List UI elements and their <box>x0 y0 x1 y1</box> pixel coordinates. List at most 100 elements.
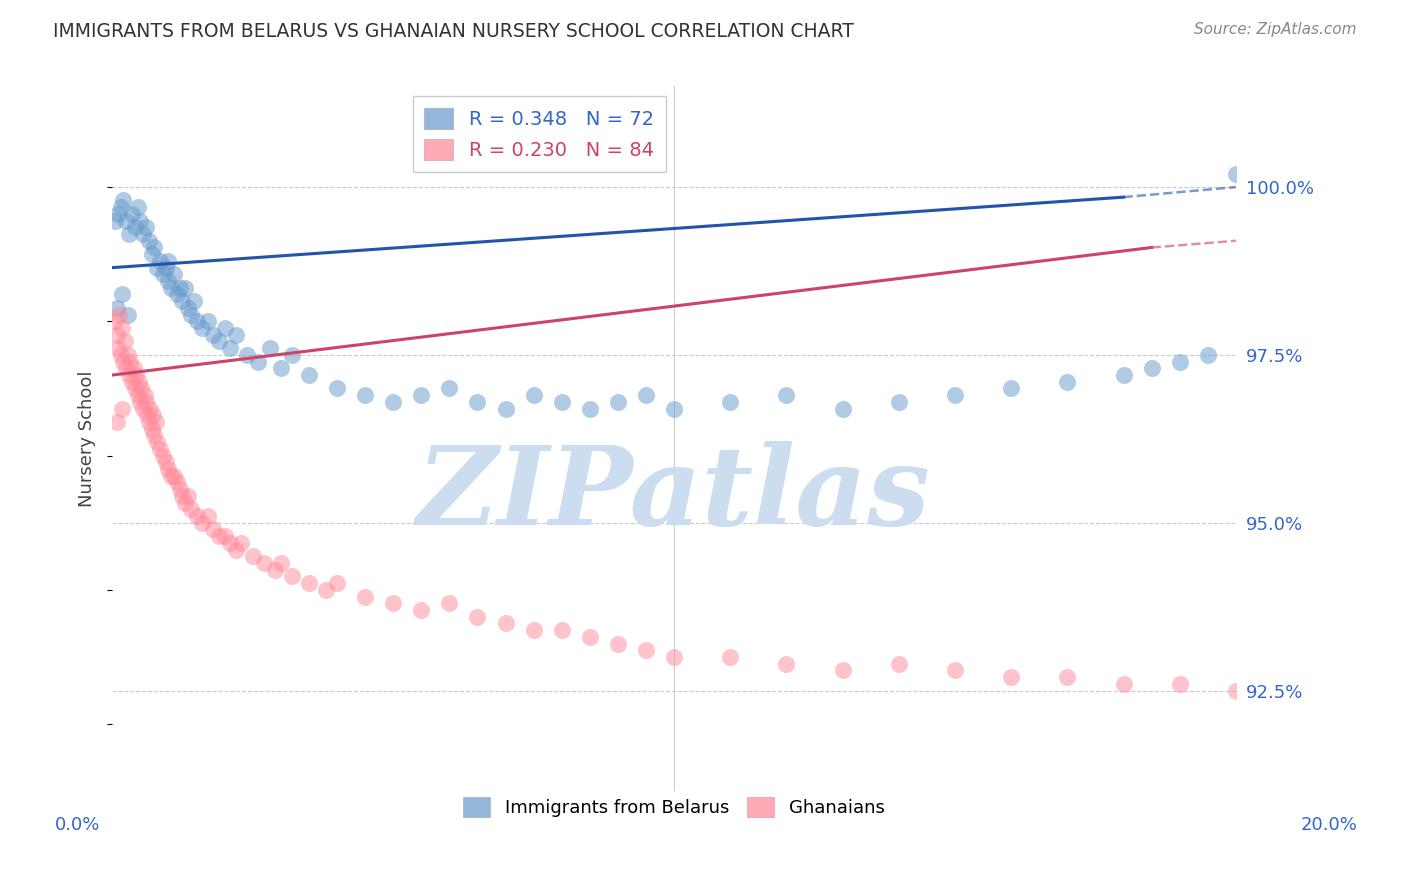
Y-axis label: Nursery School: Nursery School <box>79 370 96 507</box>
Point <box>202 523 225 537</box>
Point <box>169 482 191 496</box>
Point <box>831 401 853 416</box>
Point <box>104 213 127 227</box>
Point <box>139 401 162 416</box>
Point <box>606 637 628 651</box>
Text: Source: ZipAtlas.com: Source: ZipAtlas.com <box>1194 22 1357 37</box>
Point <box>180 502 202 516</box>
Point <box>108 308 131 322</box>
Point <box>183 294 205 309</box>
Point <box>411 388 433 402</box>
Point <box>775 388 797 402</box>
Point <box>146 435 169 450</box>
Point <box>110 200 132 214</box>
Point <box>132 401 155 416</box>
Point <box>1112 368 1135 382</box>
Point <box>128 375 150 389</box>
Point <box>718 650 741 665</box>
Point <box>634 643 657 657</box>
Point <box>281 348 304 362</box>
Point <box>115 213 138 227</box>
Point <box>122 361 145 376</box>
Point <box>887 657 910 671</box>
Point <box>1112 677 1135 691</box>
Point <box>131 382 153 396</box>
Point <box>551 395 574 409</box>
Point <box>1225 167 1247 181</box>
Point <box>943 388 966 402</box>
Point <box>281 569 304 583</box>
Point <box>219 536 242 550</box>
Point <box>495 616 517 631</box>
Point <box>157 274 180 288</box>
Point <box>887 395 910 409</box>
Point <box>551 623 574 637</box>
Point <box>606 395 628 409</box>
Point <box>270 361 292 376</box>
Point <box>160 281 183 295</box>
Point <box>579 401 602 416</box>
Point <box>141 422 163 436</box>
Point <box>174 495 197 509</box>
Point <box>111 321 134 335</box>
Point <box>149 442 172 456</box>
Point <box>138 415 160 429</box>
Point <box>225 327 247 342</box>
Point <box>115 361 138 376</box>
Point <box>718 395 741 409</box>
Point <box>107 207 129 221</box>
Point <box>439 596 461 610</box>
Point <box>174 281 197 295</box>
Point <box>155 455 177 469</box>
Point <box>142 409 165 423</box>
Point <box>382 395 405 409</box>
Point <box>579 630 602 644</box>
Point <box>943 664 966 678</box>
Point <box>135 395 157 409</box>
Point <box>169 281 191 295</box>
Point <box>117 308 139 322</box>
Point <box>197 509 219 524</box>
Point <box>214 321 236 335</box>
Point <box>180 308 202 322</box>
Point <box>143 428 166 442</box>
Point <box>177 301 200 315</box>
Point <box>186 509 208 524</box>
Point <box>467 395 489 409</box>
Point <box>208 529 231 543</box>
Point <box>236 348 259 362</box>
Point <box>214 529 236 543</box>
Point <box>315 582 337 597</box>
Text: 0.0%: 0.0% <box>55 816 100 834</box>
Point <box>247 354 270 368</box>
Point <box>382 596 405 610</box>
Point <box>253 556 276 570</box>
Point <box>662 650 685 665</box>
Point <box>141 247 163 261</box>
Point <box>105 301 128 315</box>
Point <box>149 254 172 268</box>
Point <box>1056 375 1078 389</box>
Point <box>242 549 264 564</box>
Point <box>146 260 169 275</box>
Point <box>264 563 287 577</box>
Point <box>231 536 253 550</box>
Text: ZIPatlas: ZIPatlas <box>418 442 931 549</box>
Point <box>134 388 156 402</box>
Point <box>135 220 157 235</box>
Point <box>354 388 377 402</box>
Point <box>634 388 657 402</box>
Point <box>831 664 853 678</box>
Point <box>107 341 129 355</box>
Point <box>172 489 194 503</box>
Point <box>775 657 797 671</box>
Point <box>1056 670 1078 684</box>
Point <box>1000 382 1022 396</box>
Point <box>112 354 135 368</box>
Point <box>114 334 136 349</box>
Point <box>219 341 242 355</box>
Point <box>172 294 194 309</box>
Point <box>439 382 461 396</box>
Point <box>111 401 134 416</box>
Point <box>120 354 142 368</box>
